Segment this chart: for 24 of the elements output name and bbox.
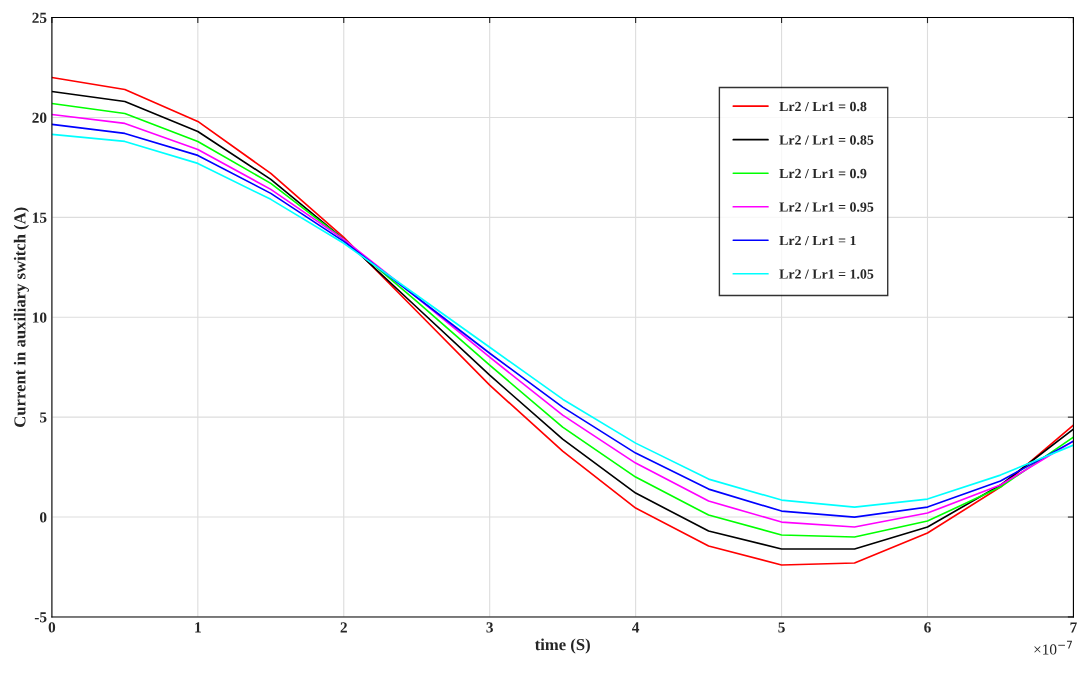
x-tick-label: 4 (632, 622, 640, 633)
legend-label: Lr2 / Lr1 = 0.9 (779, 168, 867, 179)
y-tick-label: 10 (32, 312, 47, 323)
text: ×10$^{−7}$ (1034, 640, 1072, 655)
x-tick-label: 2 (340, 622, 347, 633)
y-tick-label: -5 (34, 612, 47, 623)
y-tick-label: 0 (39, 512, 47, 523)
y-tick-label: 15 (32, 212, 47, 223)
legend-label: Lr2 / Lr1 = 1 (779, 235, 856, 246)
x-tick-label: 3 (486, 622, 493, 633)
y-tick-label: 20 (32, 112, 47, 123)
y-tick-label: 25 (32, 12, 47, 23)
x-tick-label: 0 (48, 622, 56, 633)
y-tick-label: 5 (40, 412, 47, 423)
x-tick-label: 1 (195, 622, 201, 633)
legend-label: Lr2 / Lr1 = 0.95 (779, 202, 874, 212)
y-axis-title: Current in auxiliary switch (A) (13, 207, 29, 427)
x-tick-label: 6 (924, 622, 931, 633)
legend-label: Lr2 / Lr1 = 1.05 (779, 269, 874, 279)
x-axis-title: time (S) (534, 638, 590, 654)
legend-label: Lr2 / Lr1 = 0.85 (779, 135, 874, 145)
legend-label: Lr2 / Lr1 = 0.8 (779, 101, 867, 112)
x-tick-label: 7 (1070, 622, 1077, 633)
x-tick-label: 5 (778, 622, 785, 633)
